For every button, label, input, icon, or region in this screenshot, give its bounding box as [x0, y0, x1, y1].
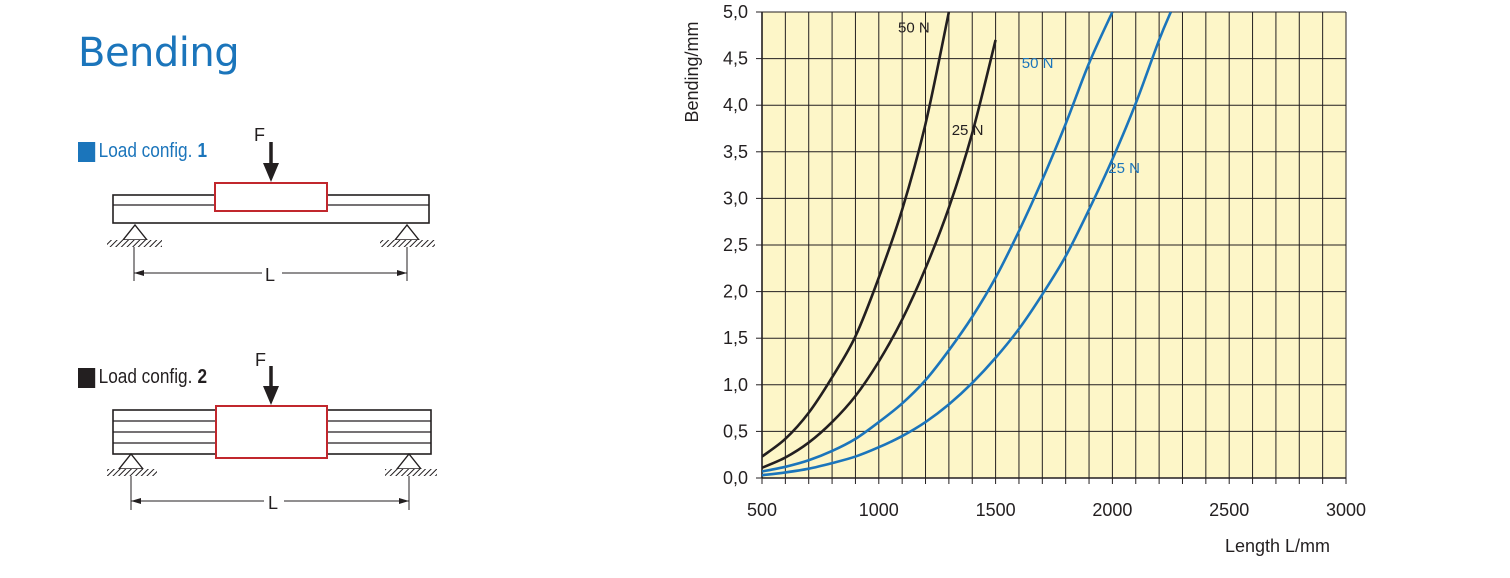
bending-chart: 50 N 25 N 50 N 25 N 500 1000 1500 2000 2500 3000 0… — [682, 2, 1366, 556]
length-label: L — [268, 493, 278, 513]
dim-arrow-right — [397, 270, 407, 276]
beam-diagram-config-1: F L — [107, 125, 435, 285]
curve-label: 25 N — [1108, 160, 1140, 177]
carriage — [215, 405, 328, 459]
support-right — [393, 223, 421, 241]
force-arrow-head — [263, 386, 279, 405]
x-tick-label: 500 — [747, 500, 777, 520]
y-tick-label: 2,5 — [723, 235, 748, 255]
force-arrow-head — [263, 163, 279, 182]
load-config-1-number: 1 — [197, 140, 208, 162]
y-tick-label: 0,0 — [723, 468, 748, 488]
force-label: F — [255, 350, 266, 370]
y-tick-label: 4,5 — [723, 49, 748, 69]
load-config-2-number: 2 — [197, 366, 208, 388]
load-config-2-swatch — [78, 367, 96, 388]
y-tick-label: 0,5 — [723, 421, 748, 441]
ground-left — [107, 469, 157, 476]
load-config-2-label: Load config. — [98, 366, 193, 388]
dim-arrow-right — [399, 498, 409, 504]
ground-left — [107, 240, 162, 247]
y-tick-label: 1,0 — [723, 375, 748, 395]
x-tick-label: 2500 — [1209, 500, 1249, 520]
curve-label: 50 N — [898, 20, 930, 37]
support-right — [395, 452, 423, 470]
y-tick-label: 2,0 — [723, 282, 748, 302]
dim-arrow-left — [131, 498, 141, 504]
load-config-1-swatch — [78, 141, 96, 162]
x-axis-label: Length L/mm — [1225, 536, 1330, 556]
y-tick-label: 1,5 — [723, 328, 748, 348]
x-tick-label: 2000 — [1092, 500, 1132, 520]
load-config-1-label: Load config. — [98, 140, 193, 162]
y-tick-label: 4,0 — [723, 95, 748, 115]
x-tick-label: 1500 — [976, 500, 1016, 520]
y-tick-label: 3,0 — [723, 188, 748, 208]
x-tick-label: 1000 — [859, 500, 899, 520]
page-title: Bending — [78, 30, 240, 76]
support-left — [121, 223, 149, 241]
series-line-config-2-50n — [762, 12, 951, 458]
series-line-config-2-25n — [762, 39, 997, 469]
dim-arrow-left — [134, 270, 144, 276]
y-axis-label: Bending/mm — [682, 21, 702, 122]
load-config-1-legend: Load config. 1 — [78, 140, 207, 163]
curve-label: 25 N — [952, 122, 984, 139]
ground-right — [385, 469, 437, 476]
y-tick-label: 3,5 — [723, 142, 748, 162]
series-line-config-1-25n — [762, 12, 1172, 477]
series-line-config-1-50n — [762, 12, 1114, 473]
support-left — [117, 452, 145, 470]
curve-label: 50 N — [1022, 55, 1054, 72]
y-tick-label: 5,0 — [723, 2, 748, 22]
load-config-2-legend: Load config. 2 — [78, 366, 207, 389]
x-tick-label: 3000 — [1326, 500, 1366, 520]
carriage — [214, 182, 328, 212]
length-label: L — [265, 265, 275, 285]
ground-right — [380, 240, 435, 247]
beam-diagram-config-2: F L — [107, 350, 437, 513]
force-label: F — [254, 125, 265, 145]
